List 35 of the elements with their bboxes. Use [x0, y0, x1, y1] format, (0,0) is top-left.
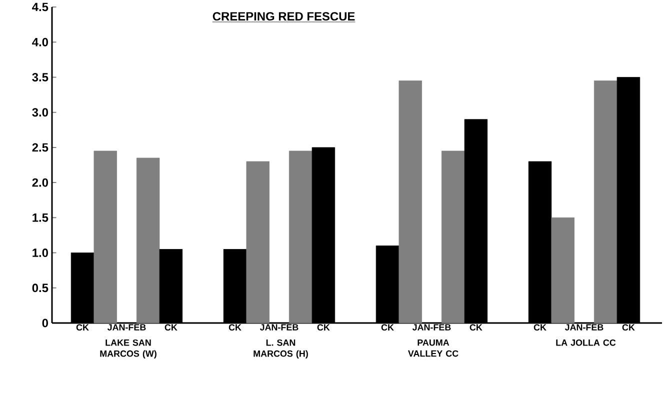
- bar: [594, 80, 618, 324]
- y-tick-label: 3.5: [32, 72, 48, 82]
- y-tick-label: 1.0: [32, 248, 48, 257]
- y-tick-label: 2.5: [32, 143, 48, 152]
- bar: [398, 80, 422, 324]
- bar: [441, 150, 465, 324]
- text: CK: [228, 324, 242, 331]
- series-label: JAN-FEB: [107, 324, 146, 330]
- bar: [94, 150, 117, 324]
- bar: [288, 150, 312, 324]
- y-tick-label: 0: [42, 318, 48, 328]
- bar: [136, 158, 160, 324]
- series-label: CK: [164, 324, 178, 331]
- x-tick-label: L. SAN MARCOS (H): [254, 339, 308, 359]
- text: JAN-FEB: [260, 324, 298, 330]
- y-tick-label: 4.0: [32, 38, 48, 46]
- text: JAN-FEB: [412, 324, 451, 330]
- bar: [246, 161, 270, 324]
- y-tick-label: 1.5: [32, 214, 48, 222]
- series-label: CK: [76, 324, 89, 331]
- bar: [551, 217, 574, 324]
- text: CK: [470, 324, 482, 331]
- text: CK: [381, 324, 394, 331]
- text: CK: [317, 324, 330, 331]
- chart-title: CREEPING RED FESCUE: [212, 12, 355, 21]
- x-tick-label: LAKE SAN MARCOS (W): [100, 339, 156, 359]
- y-tick-label: 2.0: [32, 178, 48, 187]
- text: CK: [622, 324, 635, 331]
- x-tick-label: PAUMA VALLEY CC: [408, 339, 458, 357]
- x-tick-label: LA JOLLA CC: [556, 339, 616, 346]
- y-tick-label: 3.0: [32, 108, 48, 117]
- y-tick-label: 0.5: [32, 284, 48, 292]
- y-tick-label: 4.5: [32, 2, 48, 12]
- text: CK: [534, 324, 546, 331]
- text: JAN-FEB: [564, 324, 604, 330]
